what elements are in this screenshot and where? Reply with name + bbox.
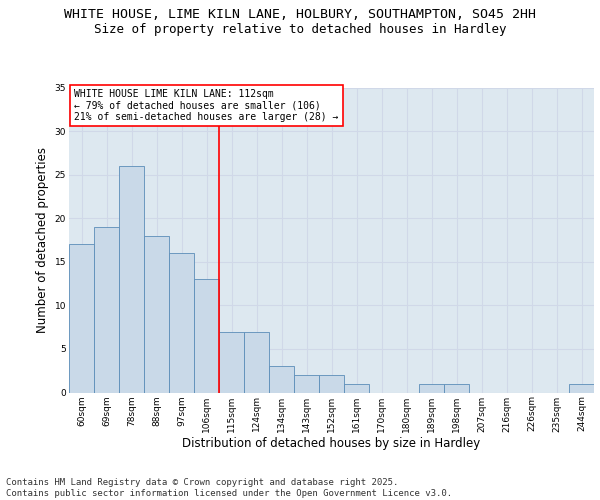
- Bar: [119, 166, 144, 392]
- Bar: [569, 384, 594, 392]
- Bar: [144, 236, 169, 392]
- Bar: [69, 244, 94, 392]
- Bar: [294, 375, 319, 392]
- Bar: [444, 384, 469, 392]
- Bar: [244, 332, 269, 392]
- Text: Size of property relative to detached houses in Hardley: Size of property relative to detached ho…: [94, 22, 506, 36]
- Bar: [269, 366, 294, 392]
- Y-axis label: Number of detached properties: Number of detached properties: [36, 147, 49, 333]
- Text: Contains HM Land Registry data © Crown copyright and database right 2025.
Contai: Contains HM Land Registry data © Crown c…: [6, 478, 452, 498]
- Text: WHITE HOUSE, LIME KILN LANE, HOLBURY, SOUTHAMPTON, SO45 2HH: WHITE HOUSE, LIME KILN LANE, HOLBURY, SO…: [64, 8, 536, 20]
- Bar: [194, 279, 219, 392]
- Bar: [94, 227, 119, 392]
- Bar: [319, 375, 344, 392]
- X-axis label: Distribution of detached houses by size in Hardley: Distribution of detached houses by size …: [182, 437, 481, 450]
- Bar: [419, 384, 444, 392]
- Bar: [169, 253, 194, 392]
- Bar: [219, 332, 244, 392]
- Text: WHITE HOUSE LIME KILN LANE: 112sqm
← 79% of detached houses are smaller (106)
21: WHITE HOUSE LIME KILN LANE: 112sqm ← 79%…: [74, 89, 338, 122]
- Bar: [344, 384, 369, 392]
